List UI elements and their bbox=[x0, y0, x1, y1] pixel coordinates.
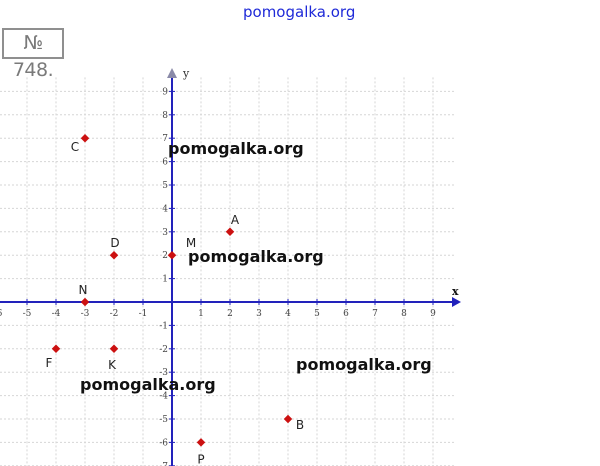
points: A B C D M N F K P bbox=[46, 133, 304, 466]
watermark: pomogalka.org bbox=[80, 375, 216, 394]
x-tick-label: 6 bbox=[343, 309, 349, 319]
x-tick-label: -4 bbox=[52, 309, 61, 319]
x-axis-arrow bbox=[452, 297, 461, 307]
point-label-a: A bbox=[231, 213, 240, 227]
point-label-m: M bbox=[186, 236, 196, 250]
x-axis-label: x bbox=[452, 285, 459, 298]
point-b bbox=[283, 414, 293, 424]
y-tick-label: 1 bbox=[162, 275, 168, 285]
point-a bbox=[225, 227, 235, 237]
point-label-c: C bbox=[71, 140, 79, 154]
x-tick-label: 8 bbox=[401, 309, 407, 319]
x-tick-label: -3 bbox=[81, 309, 90, 319]
y-axis-label: y bbox=[182, 67, 190, 80]
point-f bbox=[51, 344, 61, 354]
x-tick-label: 3 bbox=[256, 309, 262, 319]
point-d bbox=[109, 250, 119, 260]
point-label-b: B bbox=[296, 418, 304, 432]
y-tick-label: 6 bbox=[162, 158, 168, 168]
y-tick-label: -2 bbox=[159, 345, 168, 355]
x-tick-label: 4 bbox=[285, 309, 291, 319]
x-tick-label: -6 bbox=[0, 309, 3, 319]
y-tick-label: -3 bbox=[159, 368, 168, 378]
point-c bbox=[80, 133, 90, 143]
y-tick-label: -1 bbox=[159, 321, 168, 331]
point-label-p: P bbox=[197, 452, 204, 466]
axes bbox=[0, 68, 461, 466]
task-number-badge: № 748. bbox=[2, 28, 64, 81]
x-tick-label: 5 bbox=[314, 309, 320, 319]
grid bbox=[0, 77, 455, 466]
point-p bbox=[196, 438, 206, 447]
y-tick-label: 9 bbox=[162, 87, 168, 97]
point-label-f: F bbox=[46, 356, 53, 370]
x-tick-label: 7 bbox=[372, 309, 378, 319]
x-tick-label: -2 bbox=[110, 309, 119, 319]
y-tick-label: -5 bbox=[159, 415, 168, 425]
y-axis-arrow bbox=[167, 68, 177, 78]
point-label-k: K bbox=[108, 358, 117, 372]
y-tick-label: 8 bbox=[162, 111, 168, 121]
watermark: pomogalka.org bbox=[188, 247, 324, 266]
point-label-n: N bbox=[79, 283, 88, 297]
y-tick-label: 5 bbox=[162, 181, 168, 191]
y-tick-label: 7 bbox=[162, 134, 168, 144]
y-tick-label: -4 bbox=[159, 392, 168, 402]
point-label-d: D bbox=[110, 236, 119, 250]
point-n bbox=[80, 297, 90, 307]
y-tick-label: -6 bbox=[159, 438, 168, 448]
x-tick-label: 2 bbox=[227, 309, 233, 319]
point-k bbox=[109, 344, 119, 354]
watermark: pomogalka.org bbox=[168, 139, 304, 158]
y-tick-label: 2 bbox=[162, 251, 168, 261]
x-tick-label: 1 bbox=[198, 309, 204, 319]
site-header-link[interactable]: pomogalka.org bbox=[243, 3, 356, 21]
x-tick-label: 9 bbox=[430, 309, 436, 319]
y-tick-label: 3 bbox=[162, 228, 168, 238]
y-tick-label: 4 bbox=[162, 204, 168, 214]
y-tick-label: -7 bbox=[159, 462, 168, 466]
x-tick-label: -1 bbox=[139, 309, 148, 319]
x-tick-label: -5 bbox=[23, 309, 32, 319]
watermark: pomogalka.org bbox=[296, 355, 432, 374]
point-m bbox=[167, 250, 177, 260]
